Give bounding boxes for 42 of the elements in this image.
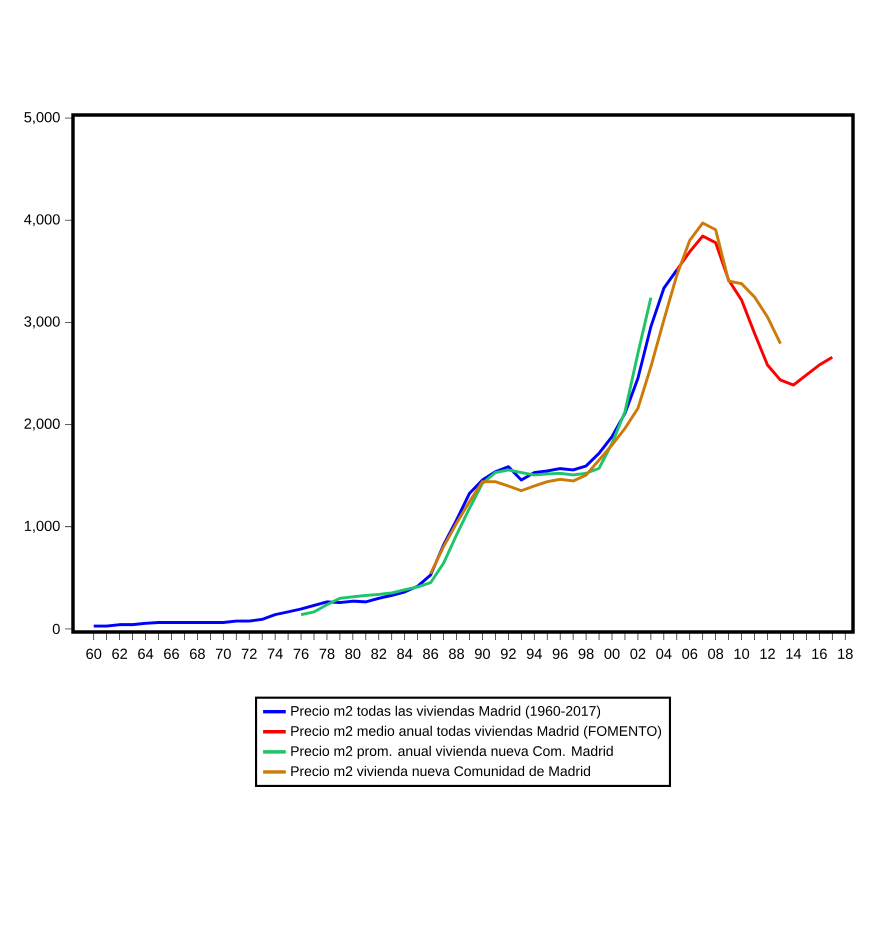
legend-label: Precio m2 prom. anual vivienda nueva Com. Madrid (291, 746, 613, 759)
line-series (300, 296, 652, 616)
y-tick-label: 1,000 (24, 520, 60, 533)
line-series (429, 222, 782, 576)
x-tick-label: 04 (656, 648, 672, 659)
x-tick-label: 02 (630, 648, 646, 659)
y-tick-label: 3,000 (24, 316, 60, 328)
x-tick-label: 76 (294, 648, 309, 659)
x-tick-label: 80 (345, 648, 360, 659)
x-tick-label: 98 (578, 648, 594, 659)
legend-label: Precio m2 todas las viviendas Madrid (1960-2017) (291, 706, 600, 719)
x-tick-label: 62 (112, 648, 128, 659)
x-tick-label: 18 (838, 648, 853, 659)
x-tick-label: 70 (216, 648, 231, 659)
x-tick-label: 68 (190, 648, 205, 659)
x-tick-label: 88 (449, 648, 464, 659)
x-tick-label: 90 (475, 648, 490, 659)
x-tick-label: 60 (86, 648, 102, 659)
x-tick-label: 82 (371, 648, 386, 659)
y-tick-label: 5,000 (24, 112, 60, 124)
x-tick-label: 00 (604, 648, 620, 659)
x-tick-label: 64 (138, 648, 154, 659)
legend-label: Precio m2 vivienda nueva Comunidad de Madrid (291, 766, 590, 776)
y-tick-label: 2,000 (24, 418, 60, 431)
x-tick-label: 78 (320, 648, 334, 659)
x-tick-label: 66 (164, 648, 179, 659)
x-tick-label: 14 (786, 648, 802, 659)
x-tick-label: 74 (268, 648, 283, 659)
x-tick-label: 06 (682, 648, 698, 659)
x-tick-label: 72 (242, 648, 257, 659)
x-tick-label: 94 (526, 648, 542, 659)
legend-label: Precio m2 medio anual todas viviendas Madrid (FOMENTO) (291, 726, 662, 739)
y-tick-label: 4,000 (24, 214, 60, 226)
y-tick-label: 0 (52, 624, 60, 634)
x-tick-label: 84 (397, 648, 412, 659)
x-tick-label: 86 (423, 648, 438, 659)
x-tick-label: 12 (760, 648, 775, 659)
x-tick-label: 16 (812, 648, 827, 659)
x-tick-label: 08 (708, 648, 724, 659)
x-tick-label: 96 (552, 648, 568, 659)
x-tick-label: 92 (500, 648, 516, 659)
x-tick-label: 10 (734, 648, 750, 659)
